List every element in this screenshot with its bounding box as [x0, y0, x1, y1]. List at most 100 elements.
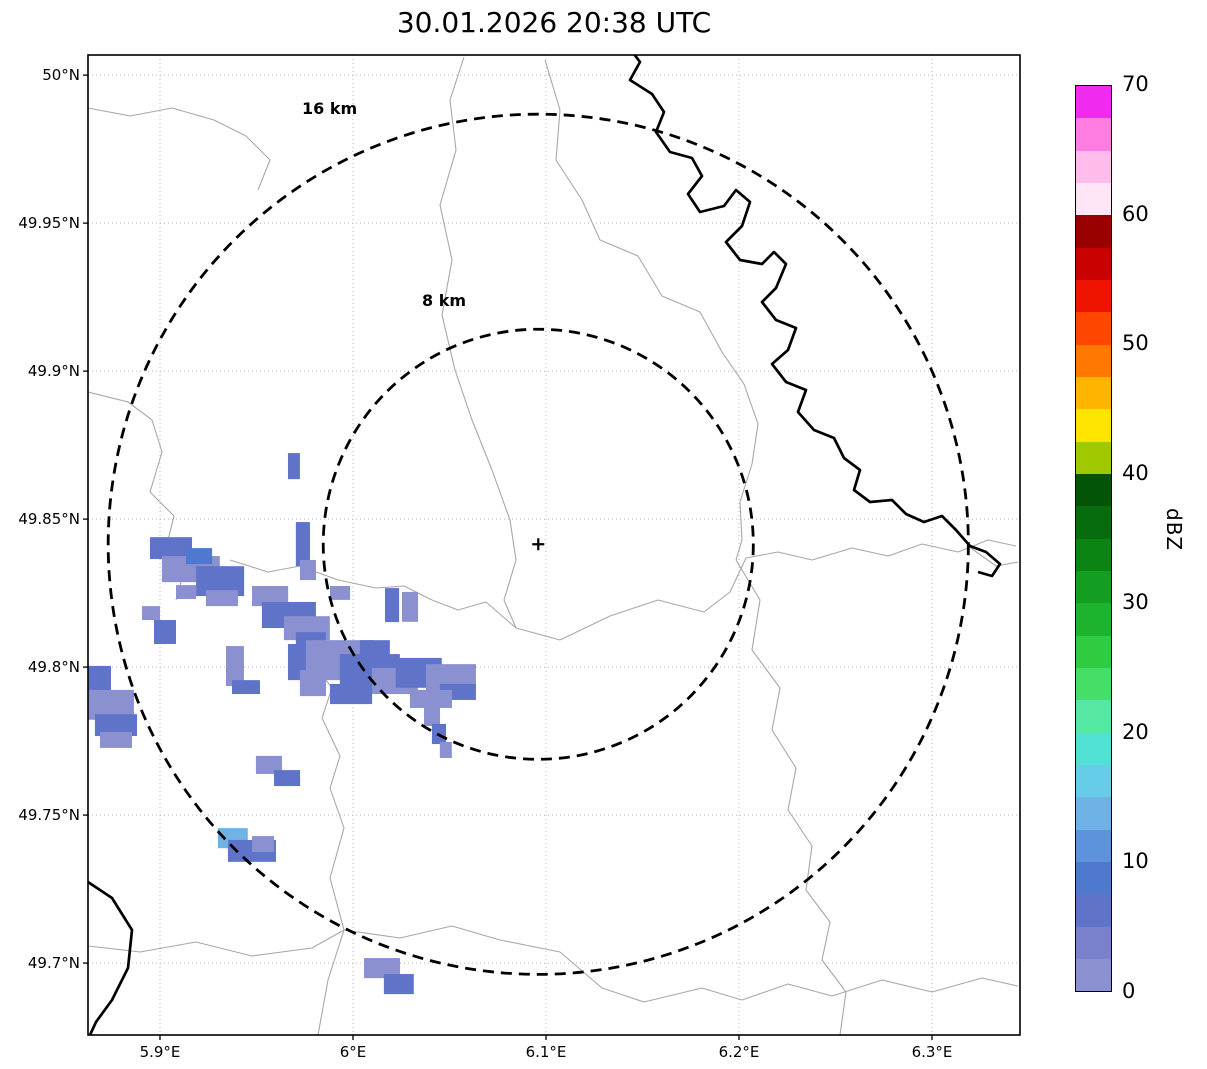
colorbar-segment	[1076, 635, 1111, 668]
colorbar-segment	[1076, 441, 1111, 474]
radar-echo-cell	[402, 591, 419, 622]
colorbar-segment	[1076, 764, 1111, 798]
plot-frame	[87, 54, 1021, 1036]
x-tick-label: 6.1°E	[525, 1043, 567, 1061]
colorbar-segment	[1076, 150, 1111, 183]
radar-echo-cell	[99, 731, 133, 748]
border-line-thin	[515, 539, 1017, 641]
radar-echo-cell	[154, 620, 177, 645]
colorbar-segment	[1076, 182, 1111, 216]
colorbar-segment	[1076, 732, 1111, 765]
radar-echo-cell	[252, 836, 275, 853]
border-line-thin	[439, 56, 517, 629]
colorbar-segment	[1076, 861, 1111, 895]
colorbar-segment	[1076, 667, 1111, 701]
radar-echo-cell	[255, 755, 282, 774]
colorbar-segment	[1076, 538, 1111, 571]
radar-echo-cell	[88, 665, 111, 696]
radar-echo-cell	[231, 680, 260, 695]
colorbar-segment	[1076, 958, 1111, 992]
radar-echo-cell	[149, 537, 193, 560]
colorbar-tick-label: 30	[1122, 590, 1149, 615]
colorbar-axis-label: dBZ	[1162, 508, 1186, 552]
y-tick-label: 49.75°N	[18, 806, 80, 825]
radar-echo-cell	[94, 714, 138, 737]
colorbar-segment	[1076, 506, 1111, 539]
border-line-thin	[343, 925, 1019, 1003]
range-ring-label-8km: 8 km	[422, 291, 467, 310]
y-tick-label: 50°N	[42, 66, 80, 85]
colorbar-tick-label: 50	[1122, 331, 1149, 356]
colorbar	[1075, 85, 1112, 992]
radar-echo-cell	[330, 683, 373, 705]
radar-echo-cell	[176, 585, 197, 600]
colorbar-segment	[1076, 247, 1111, 280]
colorbar-segment	[1076, 312, 1111, 345]
colorbar-segment	[1076, 797, 1111, 830]
colorbar-segment	[1076, 894, 1111, 927]
colorbar-tick-label: 0	[1122, 979, 1136, 1003]
border-line-thin	[229, 559, 517, 629]
x-tick-label: 6.2°E	[718, 1043, 760, 1061]
range-ring-label-16km: 16 km	[302, 99, 358, 118]
radar-echo-cell	[299, 670, 326, 697]
radar-echo-cell	[186, 548, 213, 565]
colorbar-segment	[1076, 473, 1111, 507]
radar-echo-cell	[205, 590, 238, 607]
colorbar-tick-label: 70	[1122, 72, 1149, 96]
radar-echo-cell	[142, 606, 160, 621]
colorbar-tick-label: 40	[1122, 460, 1149, 485]
y-tick-label: 49.7°N	[27, 954, 80, 973]
colorbar-segment	[1076, 926, 1111, 959]
radar-echo-cell	[330, 585, 351, 600]
colorbar-segment	[1076, 603, 1111, 636]
colorbar-tick-label: 10	[1122, 849, 1149, 874]
colorbar-segment	[1076, 409, 1111, 442]
radar-echo-cell	[383, 974, 414, 995]
x-tick-label: 5.9°E	[139, 1043, 181, 1061]
colorbar-segment	[1076, 700, 1111, 733]
page-title: 30.01.2026 20:38 UTC	[396, 6, 712, 39]
radar-echo-cell	[359, 640, 390, 657]
range-ring-8km	[321, 327, 755, 761]
colorbar-segment	[1076, 279, 1111, 313]
y-tick-label: 49.8°N	[27, 658, 80, 677]
radar-center-marker	[532, 538, 545, 551]
border-line-thin	[735, 559, 847, 1035]
colorbar-segment	[1076, 118, 1111, 151]
y-tick-label: 49.85°N	[18, 510, 80, 529]
radar-echo-cell	[409, 689, 452, 708]
y-tick-label: 49.9°N	[27, 362, 80, 381]
radar-echo-cell	[299, 559, 316, 581]
x-tick-label: 6.3°E	[911, 1043, 953, 1061]
plot-content-group	[88, 55, 1020, 1035]
border-line-thin	[88, 107, 271, 191]
colorbar-segment	[1076, 829, 1111, 862]
colorbar-segment	[1076, 215, 1111, 248]
border-line-thin	[967, 545, 1019, 567]
radar-echo-cell	[424, 704, 441, 726]
radar-echo-cell	[439, 741, 452, 758]
border-line-thin	[88, 929, 345, 957]
radar-echo-cell	[252, 585, 289, 607]
radar-echo-cell	[274, 770, 301, 787]
colorbar-segment	[1076, 376, 1111, 410]
colorbar-segment	[1076, 344, 1111, 377]
border-line-thin	[544, 59, 759, 561]
country-border-river-line	[628, 55, 1002, 578]
country-border-river-line	[88, 880, 134, 1035]
colorbar-tick-label: 20	[1122, 719, 1149, 744]
y-tick-label: 49.95°N	[18, 214, 80, 233]
x-tick-label: 6°E	[339, 1043, 367, 1061]
radar-echo-cell	[295, 522, 310, 567]
radar-echo-cell	[385, 588, 400, 623]
radar-echo-cell	[225, 646, 244, 687]
colorbar-segment	[1076, 86, 1111, 119]
range-ring-16km	[106, 112, 970, 976]
colorbar-tick-label: 60	[1122, 201, 1149, 226]
radar-echo-cell	[363, 958, 401, 979]
radar-echo-cell	[287, 453, 300, 480]
colorbar-segment	[1076, 570, 1111, 604]
